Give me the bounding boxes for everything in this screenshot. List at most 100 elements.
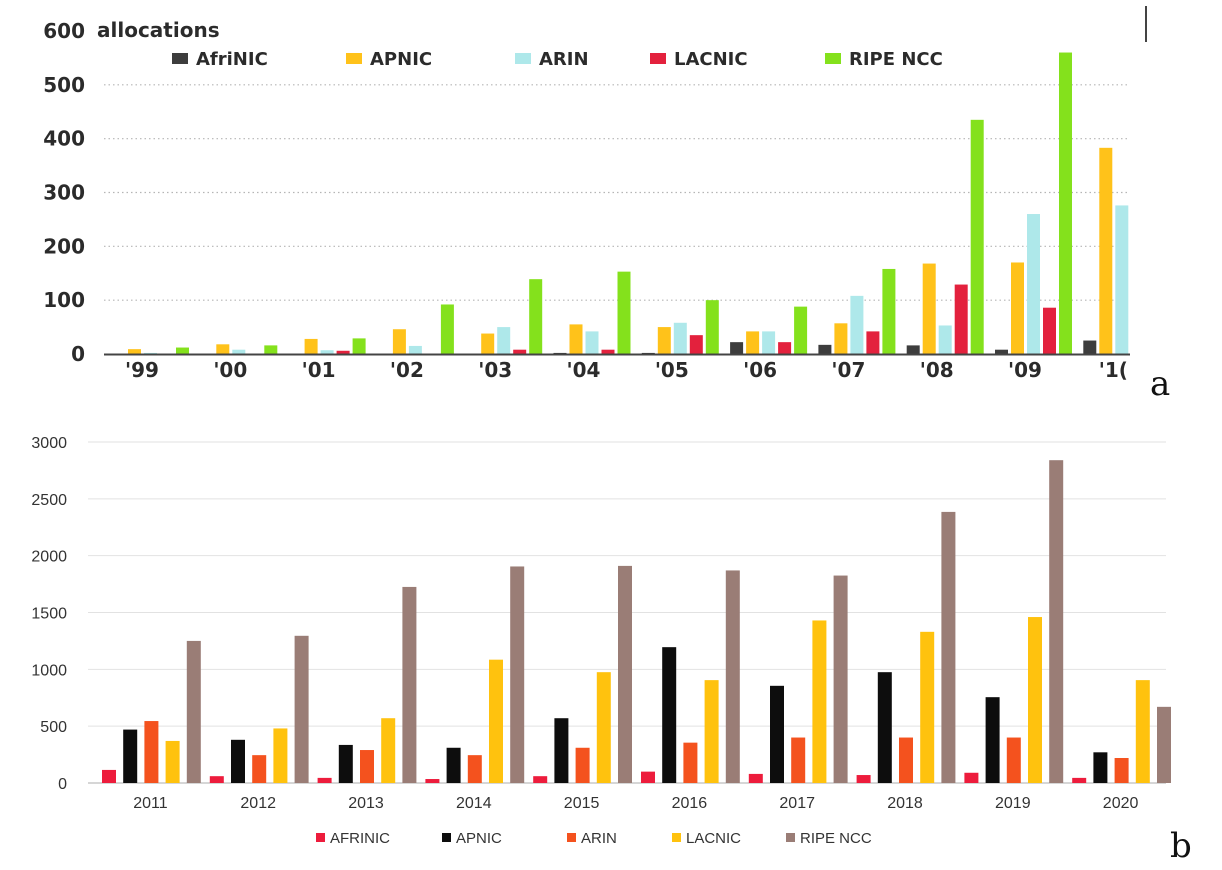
- chart-b-x-axis: 2011 2012 2013 2014 2015 2016 2017 2018 2019 2020: [133, 795, 1138, 812]
- chart-a-legend-label: APNIC: [370, 49, 432, 70]
- panel-label-a: a: [1150, 364, 1170, 404]
- chart-a-bar-apnic: [657, 327, 671, 354]
- chart-b-bar-lacnic: [596, 672, 611, 783]
- chart-b-y-tick-label: 0: [58, 776, 67, 793]
- chart-b-bar-afrinic: [964, 772, 979, 783]
- chart-a-bar-apnic: [922, 263, 936, 354]
- chart-a-bar-lacnic: [689, 335, 703, 354]
- chart-a-bar-afrinic: [818, 344, 832, 354]
- chart-a-bar-ripe-ncc: [970, 119, 984, 354]
- chart-a-legend-swatch-lacnic: [650, 53, 666, 64]
- chart-b-bar-arin: [899, 737, 913, 783]
- chart-b-bar-afrinic: [102, 769, 116, 783]
- chart-a-bar-ripe-ncc: [794, 306, 808, 354]
- chart-a-y-tick-label: 600: [43, 19, 85, 43]
- chart-b-bar-lacnic: [273, 728, 288, 783]
- chart-a-bar-lacnic: [336, 350, 350, 354]
- chart-b-bar-apnic: [985, 697, 1000, 783]
- chart-a-bar-lacnic: [866, 331, 880, 354]
- chart-b-bar-ripe-ncc: [294, 635, 309, 783]
- chart-b-bar-apnic: [123, 729, 138, 783]
- chart-a-y-axis: 0 100 200 300 400 500 600: [43, 19, 85, 366]
- chart-b-x-tick-label: 2015: [564, 795, 600, 812]
- chart-a-bar-afrinic: [1083, 340, 1097, 354]
- chart-a-legend-label: LACNIC: [674, 49, 748, 70]
- chart-b-x-tick-label: 2020: [1103, 795, 1139, 812]
- chart-a-bar-ripe-ncc: [882, 268, 896, 354]
- chart-b-x-tick-label: 2018: [887, 795, 923, 812]
- chart-b-bar-afrinic: [748, 773, 763, 783]
- chart-b-bars: [102, 460, 1171, 783]
- chart-a-bars: [128, 52, 1129, 355]
- chart-a-bar-arin: [938, 325, 952, 354]
- chart-b-x-tick-label: 2019: [995, 795, 1031, 812]
- chart-a-x-tick-label: '06: [743, 358, 777, 382]
- chart-b-y-tick-label: 3000: [31, 435, 67, 452]
- chart-a-y-tick-label: 300: [43, 181, 85, 205]
- chart-a-bar-apnic: [1099, 147, 1113, 354]
- chart-b-legend-swatch-apnic: [442, 833, 451, 842]
- chart-a-y-tick-label: 0: [71, 342, 85, 366]
- chart-b-bar-apnic: [877, 672, 892, 783]
- chart-b-y-tick-label: 2000: [31, 549, 67, 566]
- chart-b-bar-ripe-ncc: [618, 565, 632, 783]
- chart-b-bar-ripe-ncc: [1049, 460, 1064, 783]
- chart-b-bar-lacnic: [381, 718, 396, 783]
- chart-b-legend-swatch-afrinic: [316, 833, 325, 842]
- chart-a-bar-ripe-ncc: [1059, 52, 1072, 355]
- chart-a-x-tick-label: '08: [920, 358, 954, 382]
- chart-b-bar-apnic: [770, 685, 784, 783]
- chart-b-bar-apnic: [446, 747, 461, 783]
- chart-a-legend: AfriNIC APNIC ARIN LACNIC RIPE NCC: [172, 49, 943, 70]
- chart-b-y-tick-label: 2500: [31, 492, 67, 509]
- chart-b-bar-ripe-ncc: [1157, 706, 1171, 783]
- chart-b-bar-afrinic: [1072, 777, 1087, 783]
- chart-a-bar-apnic: [392, 329, 406, 354]
- chart-b-bar-arin: [575, 747, 590, 783]
- chart-b-bar-lacnic: [1135, 680, 1150, 783]
- chart-a-bar-ripe-ncc: [176, 347, 189, 354]
- chart-a-bar-ripe-ncc: [617, 271, 631, 354]
- chart-a-x-tick-label: '03: [478, 358, 512, 382]
- chart-b-bar-apnic: [662, 647, 677, 783]
- chart-b-bar-afrinic: [209, 776, 224, 783]
- chart-a-x-tick-label: '00: [213, 358, 247, 382]
- chart-b-bar-arin: [467, 755, 482, 783]
- chart-b-legend-label: RIPE NCC: [800, 830, 872, 847]
- chart-a-y-tick-label: 200: [43, 234, 85, 258]
- chart-a-bar-afrinic: [553, 352, 567, 354]
- chart-b-bar-ripe-ncc: [186, 640, 201, 783]
- chart-a-bar-ripe-ncc: [264, 345, 278, 354]
- chart-a-bar-apnic: [216, 344, 230, 354]
- chart-b-x-tick-label: 2017: [779, 795, 815, 812]
- chart-b-x-tick-label: 2013: [348, 795, 384, 812]
- chart-a-x-axis: '99 '00 '01 '02 '03 '04 '05 '06 '07 '08 '09 '1(: [125, 358, 1128, 382]
- chart-b-bar-apnic: [231, 739, 245, 783]
- chart-b-bar-ripe-ncc: [402, 586, 417, 783]
- chart-a-x-tick-label: '02: [390, 358, 424, 382]
- chart-b-legend-label: AFRINIC: [330, 830, 390, 847]
- chart-a-bar-lacnic: [778, 342, 792, 354]
- chart-b-bar-lacnic: [489, 659, 503, 783]
- chart-b-legend-swatch-ripe-ncc: [786, 833, 795, 842]
- chart-a-bar-apnic: [128, 349, 141, 354]
- chart-a-bar-apnic: [481, 333, 495, 354]
- chart-a-bar-arin: [497, 327, 511, 354]
- chart-b-legend-label: APNIC: [456, 830, 502, 847]
- chart-b-bar-lacnic: [1028, 617, 1042, 783]
- chart-b-bar-afrinic: [317, 777, 332, 783]
- chart-b-bar-lacnic: [920, 631, 935, 783]
- chart-a-bar-arin: [1115, 205, 1129, 354]
- chart-b-x-tick-label: 2012: [240, 795, 276, 812]
- chart-a-bar-lacnic: [954, 284, 968, 354]
- chart-b-bar-ripe-ncc: [833, 575, 848, 783]
- chart-b-x-tick-label: 2016: [672, 795, 708, 812]
- chart-b-legend: AFRINIC APNIC ARIN LACNIC RIPE NCC: [316, 830, 872, 847]
- chart-a-x-tick-label: '09: [1008, 358, 1042, 382]
- chart-a-bar-arin: [673, 322, 687, 354]
- chart-a-bar-apnic: [569, 324, 583, 354]
- chart-a-bar-lacnic: [601, 349, 615, 354]
- chart-a-legend-swatch-arin: [515, 53, 531, 64]
- chart-a-bar-ripe-ncc: [705, 300, 719, 354]
